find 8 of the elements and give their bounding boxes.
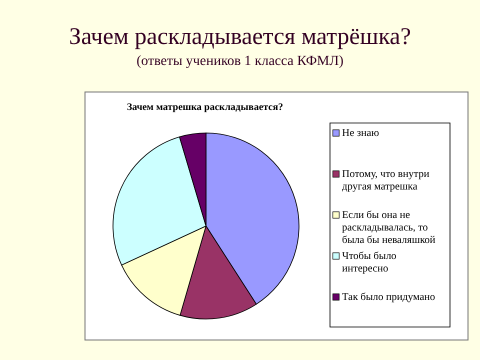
text: Зачем матрешка раскладывается? bbox=[126, 102, 284, 113]
legend-label: Чтобы было интересно bbox=[342, 251, 396, 274]
legend-label: Не знаю bbox=[342, 128, 380, 139]
chart-subtitle: (ответы учеников 1 класса КФМЛ) bbox=[136, 54, 344, 69]
legend-label: Если бы она не раскладывалась, то была бы неваляшкой bbox=[342, 210, 436, 246]
chart-title: Зачем раскладывается матрёшка? bbox=[69, 24, 411, 50]
legend-label: Так было придумано bbox=[342, 292, 436, 303]
legend-label: Потому, что внутри другая матрешка bbox=[342, 169, 430, 192]
